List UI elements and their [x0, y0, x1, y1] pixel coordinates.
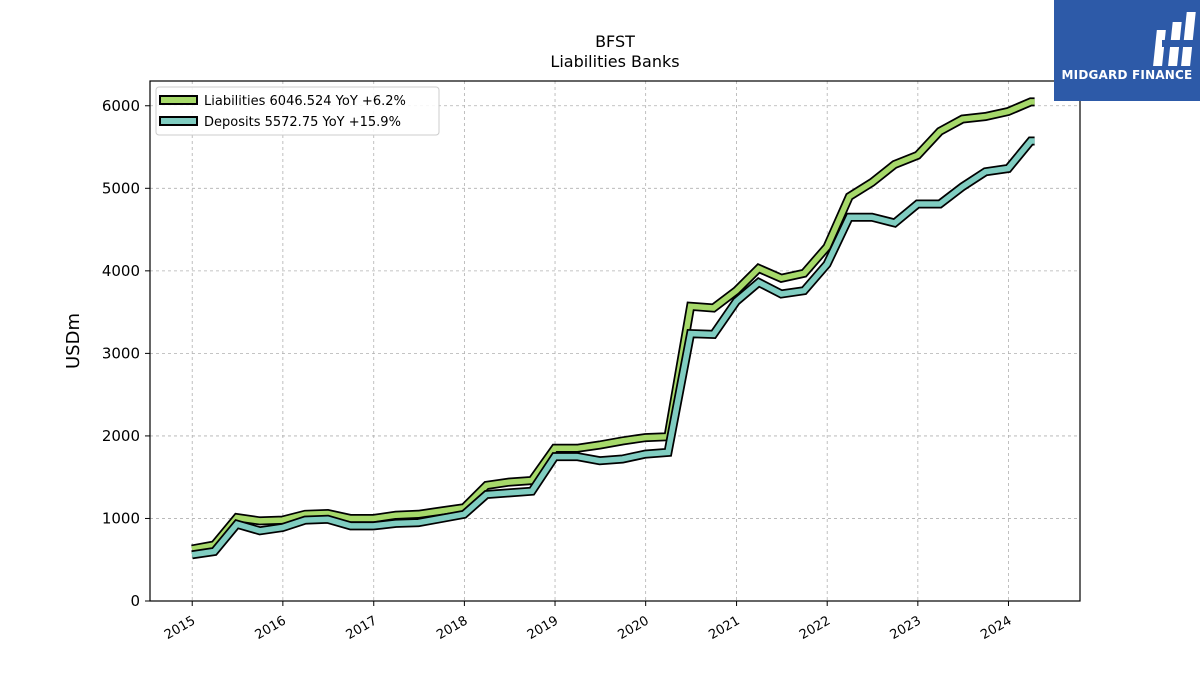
y-axis-label: USDm	[63, 313, 84, 369]
x-tick-label: 2022	[797, 613, 833, 643]
series-line	[191, 138, 1035, 558]
y-tick-label: 0	[130, 592, 140, 610]
series-layer	[191, 97, 1035, 560]
y-tick-label: 2000	[102, 427, 140, 445]
legend: Liabilities 6046.524 YoY +6.2% Deposits 5…	[155, 86, 440, 136]
legend-swatch	[159, 116, 198, 126]
y-tick-label: 4000	[102, 262, 140, 280]
y-tick-label: 3000	[102, 344, 140, 362]
series-outline	[191, 97, 1035, 554]
brand-name: MIDGARD FINANCE	[1061, 68, 1193, 82]
plot-frame	[149, 80, 1081, 602]
legend-label: Liabilities 6046.524 YoY +6.2%	[204, 94, 406, 109]
y-axis: 0 1000 2000 3000 4000 5000 6000	[102, 97, 150, 610]
x-tick-label: 2021	[706, 613, 742, 643]
x-tick-label: 2024	[978, 613, 1014, 643]
chart-subtitle: Liabilities Banks	[550, 52, 679, 71]
brand-logo: MIDGARD FINANCE	[1054, 0, 1200, 101]
series-liabilities	[191, 97, 1035, 554]
chart-title: BFST	[595, 32, 635, 51]
series-outline	[191, 136, 1035, 560]
y-tick-label: 5000	[102, 179, 140, 197]
y-tick-label: 1000	[102, 509, 140, 527]
x-tick-label: 2018	[434, 613, 470, 643]
legend-swatch	[159, 95, 198, 105]
x-tick-label: 2023	[888, 613, 924, 643]
x-tick-label: 2019	[525, 613, 561, 643]
legend-box	[155, 86, 440, 136]
series-line	[191, 99, 1035, 552]
x-axis: 2015 2016 2017 2018 2019 2020 2021 2022 2023 2024	[162, 601, 1014, 643]
y-tick-label: 6000	[102, 97, 140, 115]
x-tick-label: 2016	[253, 613, 289, 643]
x-tick-label: 2017	[344, 613, 380, 643]
x-tick-label: 2020	[616, 613, 652, 643]
legend-label: Deposits 5572.75 YoY +15.9%	[204, 115, 401, 130]
series-deposits	[191, 136, 1035, 560]
brand-logo-mark-icon	[1153, 12, 1200, 66]
x-tick-label: 2015	[162, 613, 198, 643]
